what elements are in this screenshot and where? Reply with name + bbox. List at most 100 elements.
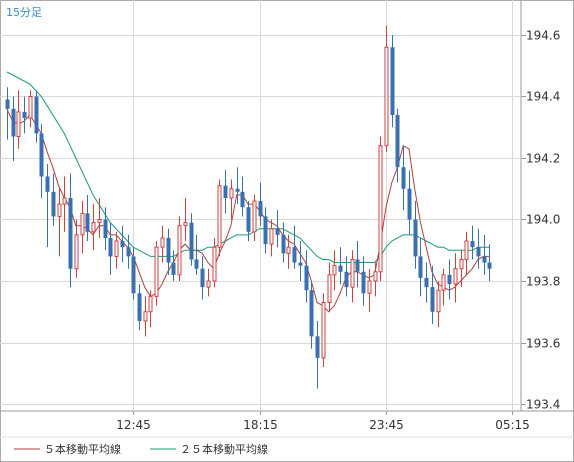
candle-body-down <box>108 237 113 257</box>
candle <box>148 290 153 328</box>
candle <box>258 182 263 226</box>
candle-body-up <box>384 46 389 147</box>
candle <box>407 170 412 235</box>
candle <box>361 256 366 306</box>
candle-body-up <box>80 212 85 236</box>
candle-body-down <box>275 228 280 235</box>
candle-body-up <box>453 268 458 285</box>
candle-body-up <box>459 258 464 270</box>
candle-body-down <box>263 216 268 245</box>
candle <box>80 201 85 254</box>
candle-body-up <box>16 111 21 137</box>
candle <box>464 231 469 275</box>
candle <box>126 234 131 269</box>
candle-body-down <box>418 256 423 278</box>
x-tick-label: 18:15 <box>243 418 278 432</box>
candle-body-up <box>373 271 378 282</box>
candle <box>413 201 418 269</box>
candle-body-up <box>217 185 222 248</box>
y-axis-ticks: 194.6 194.4 194.2 194.0 193.8 193.6 193.4 <box>521 29 560 412</box>
candle-body-down <box>223 185 228 198</box>
candle-body-up <box>154 246 159 297</box>
candle <box>74 219 79 278</box>
candle <box>85 194 90 242</box>
candle-body-down <box>424 277 429 288</box>
candle-body-down <box>171 262 176 275</box>
y-tick-label: 194.0 <box>526 213 560 227</box>
candle <box>28 90 33 128</box>
candle-body-up <box>74 234 79 270</box>
x-tick-label: 23:45 <box>369 418 404 432</box>
candle-body-up <box>436 289 441 313</box>
candle <box>171 250 176 281</box>
candle-body-down <box>34 96 39 134</box>
candle-body-down <box>166 237 171 263</box>
candle-body-up <box>91 222 96 233</box>
candle-body-up <box>350 258 355 288</box>
candle-body-down <box>487 262 492 269</box>
candle-body-down <box>309 290 314 337</box>
candle-body-down <box>240 191 245 208</box>
candle-body-down <box>476 247 481 257</box>
candle-body-up <box>464 240 469 260</box>
candle-body-up <box>269 228 274 245</box>
candle <box>177 216 182 281</box>
candle <box>390 35 395 128</box>
candle-body-down <box>131 256 136 294</box>
candle-body-up <box>441 274 446 291</box>
candle <box>395 108 400 183</box>
candle-body-down <box>430 287 435 312</box>
candle <box>321 293 326 368</box>
candle <box>194 234 199 275</box>
y-tick-label: 194.6 <box>526 29 560 43</box>
candle <box>137 284 142 331</box>
candle <box>263 207 268 254</box>
candle-body-down <box>103 219 108 238</box>
candle <box>120 225 125 263</box>
candle-body-up <box>62 197 67 205</box>
y-tick-label: 193.4 <box>526 398 560 412</box>
y-tick-label: 194.2 <box>526 152 560 166</box>
candle-body-down <box>45 176 50 192</box>
candle <box>217 179 222 257</box>
candle <box>275 210 280 248</box>
candle <box>332 250 337 291</box>
candle <box>51 173 56 226</box>
candle <box>223 170 228 214</box>
candle-body-up <box>286 246 291 254</box>
candle <box>436 281 441 328</box>
candle <box>459 250 464 288</box>
x-tick-label: 05:15 <box>495 418 530 432</box>
candle <box>373 262 378 297</box>
candle-body-up <box>212 246 217 282</box>
candle-body-down <box>413 219 418 257</box>
candle-body-up <box>28 96 33 119</box>
candle <box>378 136 383 281</box>
candle <box>246 201 251 242</box>
grid-lines <box>0 0 574 412</box>
candle <box>103 207 108 251</box>
candle <box>240 176 245 217</box>
candle <box>338 247 343 285</box>
candle-body-up <box>378 145 383 273</box>
candle <box>327 262 332 312</box>
legend: ５本移動平均線 ２５本移動平均線 <box>0 436 574 456</box>
candle-body-down <box>200 268 205 288</box>
candle <box>286 234 291 269</box>
candle-body-down <box>39 133 44 177</box>
candle <box>401 145 406 211</box>
candle <box>5 87 10 140</box>
candle <box>315 320 320 389</box>
candle <box>252 194 257 242</box>
candle-body-down <box>51 191 56 217</box>
y-tick-label: 193.8 <box>526 275 560 289</box>
candle-body-down <box>470 241 475 248</box>
candle-body-down <box>194 259 199 269</box>
candle-body-down <box>344 271 349 288</box>
candle-body-up <box>367 280 372 294</box>
candle-body-up <box>177 225 182 276</box>
candles <box>5 25 492 389</box>
candle <box>143 296 148 337</box>
candle-body-up <box>332 265 337 276</box>
